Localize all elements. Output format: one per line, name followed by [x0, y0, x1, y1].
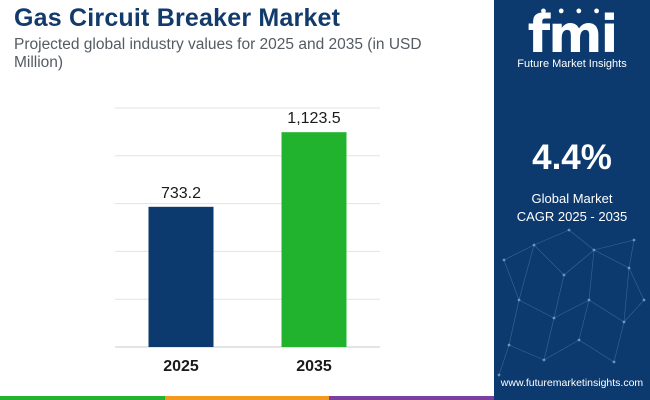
- fmi-logo: fmi: [527, 5, 619, 65]
- network-line: [578, 299, 590, 341]
- network-line: [553, 299, 590, 319]
- network-node: [592, 248, 596, 252]
- network-line: [543, 339, 580, 361]
- network-line: [498, 344, 510, 376]
- bar-chart: 733.2 1,123.5 2025 2035: [115, 107, 380, 375]
- network-line: [623, 299, 645, 323]
- network-line: [533, 244, 565, 276]
- brand-name: Future Market Insights: [517, 58, 627, 70]
- network-line: [508, 344, 545, 361]
- x-tick-2035: 2035: [296, 358, 332, 375]
- network-line: [588, 299, 625, 323]
- network-node: [642, 298, 646, 302]
- sidebar-panel: ● ● ● ● fmi Future Market Insights 4.4% …: [494, 0, 650, 400]
- network-decoration: [497, 228, 646, 377]
- network-node: [612, 360, 616, 364]
- bars: [148, 132, 347, 347]
- network-line: [543, 317, 555, 361]
- network-line: [628, 239, 635, 269]
- network-node: [632, 238, 636, 242]
- network-line: [533, 229, 570, 246]
- network-node: [552, 316, 556, 320]
- network-line: [593, 239, 635, 251]
- network-line: [628, 267, 645, 301]
- network-line: [503, 259, 520, 301]
- footer-color-bar: [0, 396, 494, 400]
- network-line: [593, 249, 630, 269]
- data-labels: 733.2 1,123.5: [161, 110, 341, 202]
- network-line: [578, 339, 615, 363]
- bar-2025: [148, 206, 214, 347]
- network-line: [518, 299, 555, 319]
- network-node: [587, 298, 591, 302]
- footer-segment-orange: [165, 396, 329, 400]
- data-label-2035: 1,123.5: [287, 110, 340, 127]
- network-node: [567, 228, 571, 232]
- network-line: [613, 321, 625, 363]
- network-node: [562, 273, 566, 277]
- cagr-value: 4.4%: [532, 138, 612, 177]
- footer-segment-green: [0, 396, 165, 400]
- network-node: [507, 343, 511, 347]
- network-node: [502, 258, 506, 262]
- cagr-label-line1: Global Market: [531, 191, 613, 206]
- chart-subtitle: Projected global industry values for 202…: [14, 36, 422, 71]
- chart-title: Gas Circuit Breaker Market: [14, 4, 341, 32]
- x-tick-2025: 2025: [163, 358, 199, 375]
- network-line: [568, 229, 595, 251]
- network-node: [622, 320, 626, 324]
- network-node: [532, 243, 536, 247]
- network-line: [563, 249, 595, 276]
- network-line: [503, 244, 535, 261]
- network-node: [517, 298, 521, 302]
- bar-2035: [281, 132, 347, 347]
- x-axis-ticks: 2025 2035: [163, 358, 332, 375]
- network-line: [588, 249, 595, 301]
- network-node: [497, 373, 501, 377]
- data-label-2025: 733.2: [161, 185, 201, 202]
- network-node: [577, 338, 581, 342]
- network-node: [542, 358, 546, 362]
- website-link[interactable]: www.futuremarketinsights.com: [500, 377, 644, 389]
- cagr-label-line2: CAGR 2025 - 2035: [516, 209, 628, 224]
- footer-segment-purple: [329, 396, 494, 400]
- network-line: [508, 299, 520, 346]
- network-line: [623, 267, 630, 323]
- network-node: [627, 266, 631, 270]
- logo-icons: ● ● ● ●: [540, 5, 604, 17]
- network-line: [518, 244, 535, 301]
- network-line: [553, 274, 565, 319]
